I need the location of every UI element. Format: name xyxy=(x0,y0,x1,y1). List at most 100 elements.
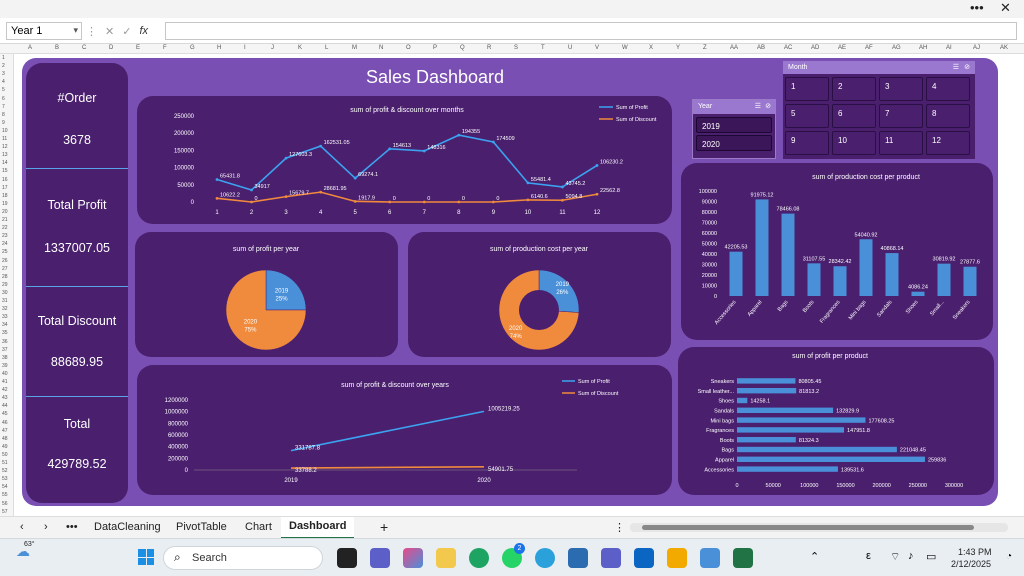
row-label[interactable]: 56 xyxy=(2,500,8,507)
windows-start-icon[interactable] xyxy=(138,549,154,565)
sheet-tab-datacleaning[interactable]: DataCleaning xyxy=(94,521,161,533)
row-label[interactable]: 17 xyxy=(2,184,8,191)
wifi-icon[interactable]: ⌔ xyxy=(890,551,901,563)
row-label[interactable]: 45 xyxy=(2,411,8,418)
store-icon[interactable] xyxy=(568,548,588,568)
copilot-icon[interactable] xyxy=(403,548,423,568)
chevron-down-icon[interactable]: ▾ xyxy=(73,25,78,35)
cancel-icon[interactable]: ✕ xyxy=(105,25,115,38)
column-label[interactable]: Z xyxy=(703,45,707,51)
telegram-icon[interactable] xyxy=(535,548,555,568)
formula-input[interactable] xyxy=(165,22,1017,40)
row-label[interactable]: 11 xyxy=(2,136,8,142)
clear-filter-icon[interactable]: ⊘ xyxy=(765,103,771,110)
row-label[interactable]: 37 xyxy=(2,346,8,353)
column-label[interactable]: S xyxy=(514,45,519,51)
row-label[interactable]: 28 xyxy=(2,273,8,280)
column-label[interactable]: X xyxy=(649,45,654,51)
column-label[interactable]: AC xyxy=(784,45,793,51)
scrollbar-thumb[interactable] xyxy=(642,525,974,530)
row-label[interactable]: 51 xyxy=(2,460,8,466)
row-label[interactable]: 38 xyxy=(2,354,8,361)
month-slicer-item[interactable]: 7 xyxy=(879,104,923,128)
row-label[interactable]: 49 xyxy=(2,443,8,450)
month-slicer-item[interactable]: 8 xyxy=(926,104,970,128)
month-slicer-item[interactable]: 3 xyxy=(879,77,923,101)
row-label[interactable]: 3 xyxy=(2,71,5,78)
column-label[interactable]: A xyxy=(28,45,33,51)
row-label[interactable]: 16 xyxy=(2,176,8,183)
taskbar-search[interactable]: ⌕ Search xyxy=(163,546,323,570)
clock-date[interactable]: 2/12/2025 xyxy=(951,559,992,569)
row-label[interactable]: 42 xyxy=(2,387,8,394)
prev-sheet-icon[interactable]: ‹ xyxy=(20,521,24,533)
security-icon[interactable] xyxy=(700,548,720,568)
column-label[interactable]: T xyxy=(541,45,545,51)
powerbi-icon[interactable] xyxy=(667,548,687,568)
row-label[interactable]: 26 xyxy=(2,257,8,264)
column-label[interactable]: K xyxy=(298,45,303,51)
column-label[interactable]: AD xyxy=(811,45,820,51)
function-icon[interactable]: fx xyxy=(139,25,148,37)
teams-icon[interactable] xyxy=(370,548,390,568)
column-label[interactable]: H xyxy=(217,45,222,51)
row-label[interactable]: 13 xyxy=(2,152,8,159)
column-label[interactable]: C xyxy=(82,45,87,51)
column-label[interactable]: AF xyxy=(865,45,873,51)
row-label[interactable]: 34 xyxy=(2,322,8,329)
month-slicer-item[interactable]: 12 xyxy=(926,131,970,155)
battery-icon[interactable]: ▭ xyxy=(926,551,937,563)
row-label[interactable]: 7 xyxy=(2,103,5,110)
year-slicer-item[interactable]: 2020 xyxy=(696,135,772,151)
column-label[interactable]: O xyxy=(406,45,411,51)
row-label[interactable]: 1 xyxy=(2,55,5,61)
column-label[interactable]: AE xyxy=(838,45,847,51)
column-label[interactable]: AJ xyxy=(973,45,981,51)
month-slicer-item[interactable]: 9 xyxy=(785,131,829,155)
column-label[interactable]: N xyxy=(379,45,384,51)
row-label[interactable]: 20 xyxy=(2,208,8,215)
row-label[interactable]: 36 xyxy=(2,338,8,345)
row-label[interactable]: 32 xyxy=(2,306,8,313)
weather-icon[interactable]: ☁ xyxy=(16,543,30,559)
sheet-tab-dashboard[interactable]: Dashboard xyxy=(281,517,355,539)
next-sheet-icon[interactable]: › xyxy=(44,521,48,533)
column-label[interactable]: D xyxy=(109,45,114,51)
multi-select-icon[interactable]: ☰ xyxy=(754,103,761,110)
more-sheets-icon[interactable]: ••• xyxy=(66,521,78,533)
more-vertical-icon[interactable]: ⋮ xyxy=(86,25,97,38)
chevron-up-icon[interactable]: ⌃ xyxy=(810,551,820,563)
tab-options-icon[interactable]: ⋮ xyxy=(614,522,625,534)
month-slicer-item[interactable]: 4 xyxy=(926,77,970,101)
row-label[interactable]: 33 xyxy=(2,314,8,321)
edge-icon[interactable] xyxy=(469,548,489,568)
row-label[interactable]: 29 xyxy=(2,281,8,288)
row-label[interactable]: 8 xyxy=(2,111,5,118)
row-label[interactable]: 55 xyxy=(2,492,8,499)
file-explorer-icon[interactable] xyxy=(436,548,456,568)
column-label[interactable]: Y xyxy=(676,45,681,51)
column-label[interactable]: I xyxy=(244,45,246,51)
year-slicer-item[interactable]: 2019 xyxy=(696,117,772,133)
month-slicer-item[interactable]: 2 xyxy=(832,77,876,101)
column-label[interactable]: R xyxy=(487,45,492,51)
column-label[interactable]: AA xyxy=(730,45,739,51)
column-label[interactable]: AK xyxy=(1000,45,1009,51)
row-label[interactable]: 6 xyxy=(2,95,5,102)
row-label[interactable]: 25 xyxy=(2,249,8,256)
more-options-icon[interactable]: ••• xyxy=(970,0,984,15)
excel-icon[interactable] xyxy=(733,548,753,568)
row-label[interactable]: 9 xyxy=(2,119,5,126)
row-label[interactable]: 12 xyxy=(2,144,8,151)
row-label[interactable]: 35 xyxy=(2,330,8,337)
column-label[interactable]: Q xyxy=(460,45,465,51)
row-label[interactable]: 47 xyxy=(2,427,8,434)
column-label[interactable]: M xyxy=(352,45,357,51)
row-label[interactable]: 15 xyxy=(2,168,8,175)
notification-bell-icon[interactable]: ◔ xyxy=(1006,551,1013,562)
column-label[interactable]: AG xyxy=(892,45,901,51)
row-label[interactable]: 4 xyxy=(2,79,5,86)
column-label[interactable]: E xyxy=(136,45,141,51)
clear-filter-icon[interactable]: ⊘ xyxy=(964,64,970,71)
row-label[interactable]: 43 xyxy=(2,395,8,402)
